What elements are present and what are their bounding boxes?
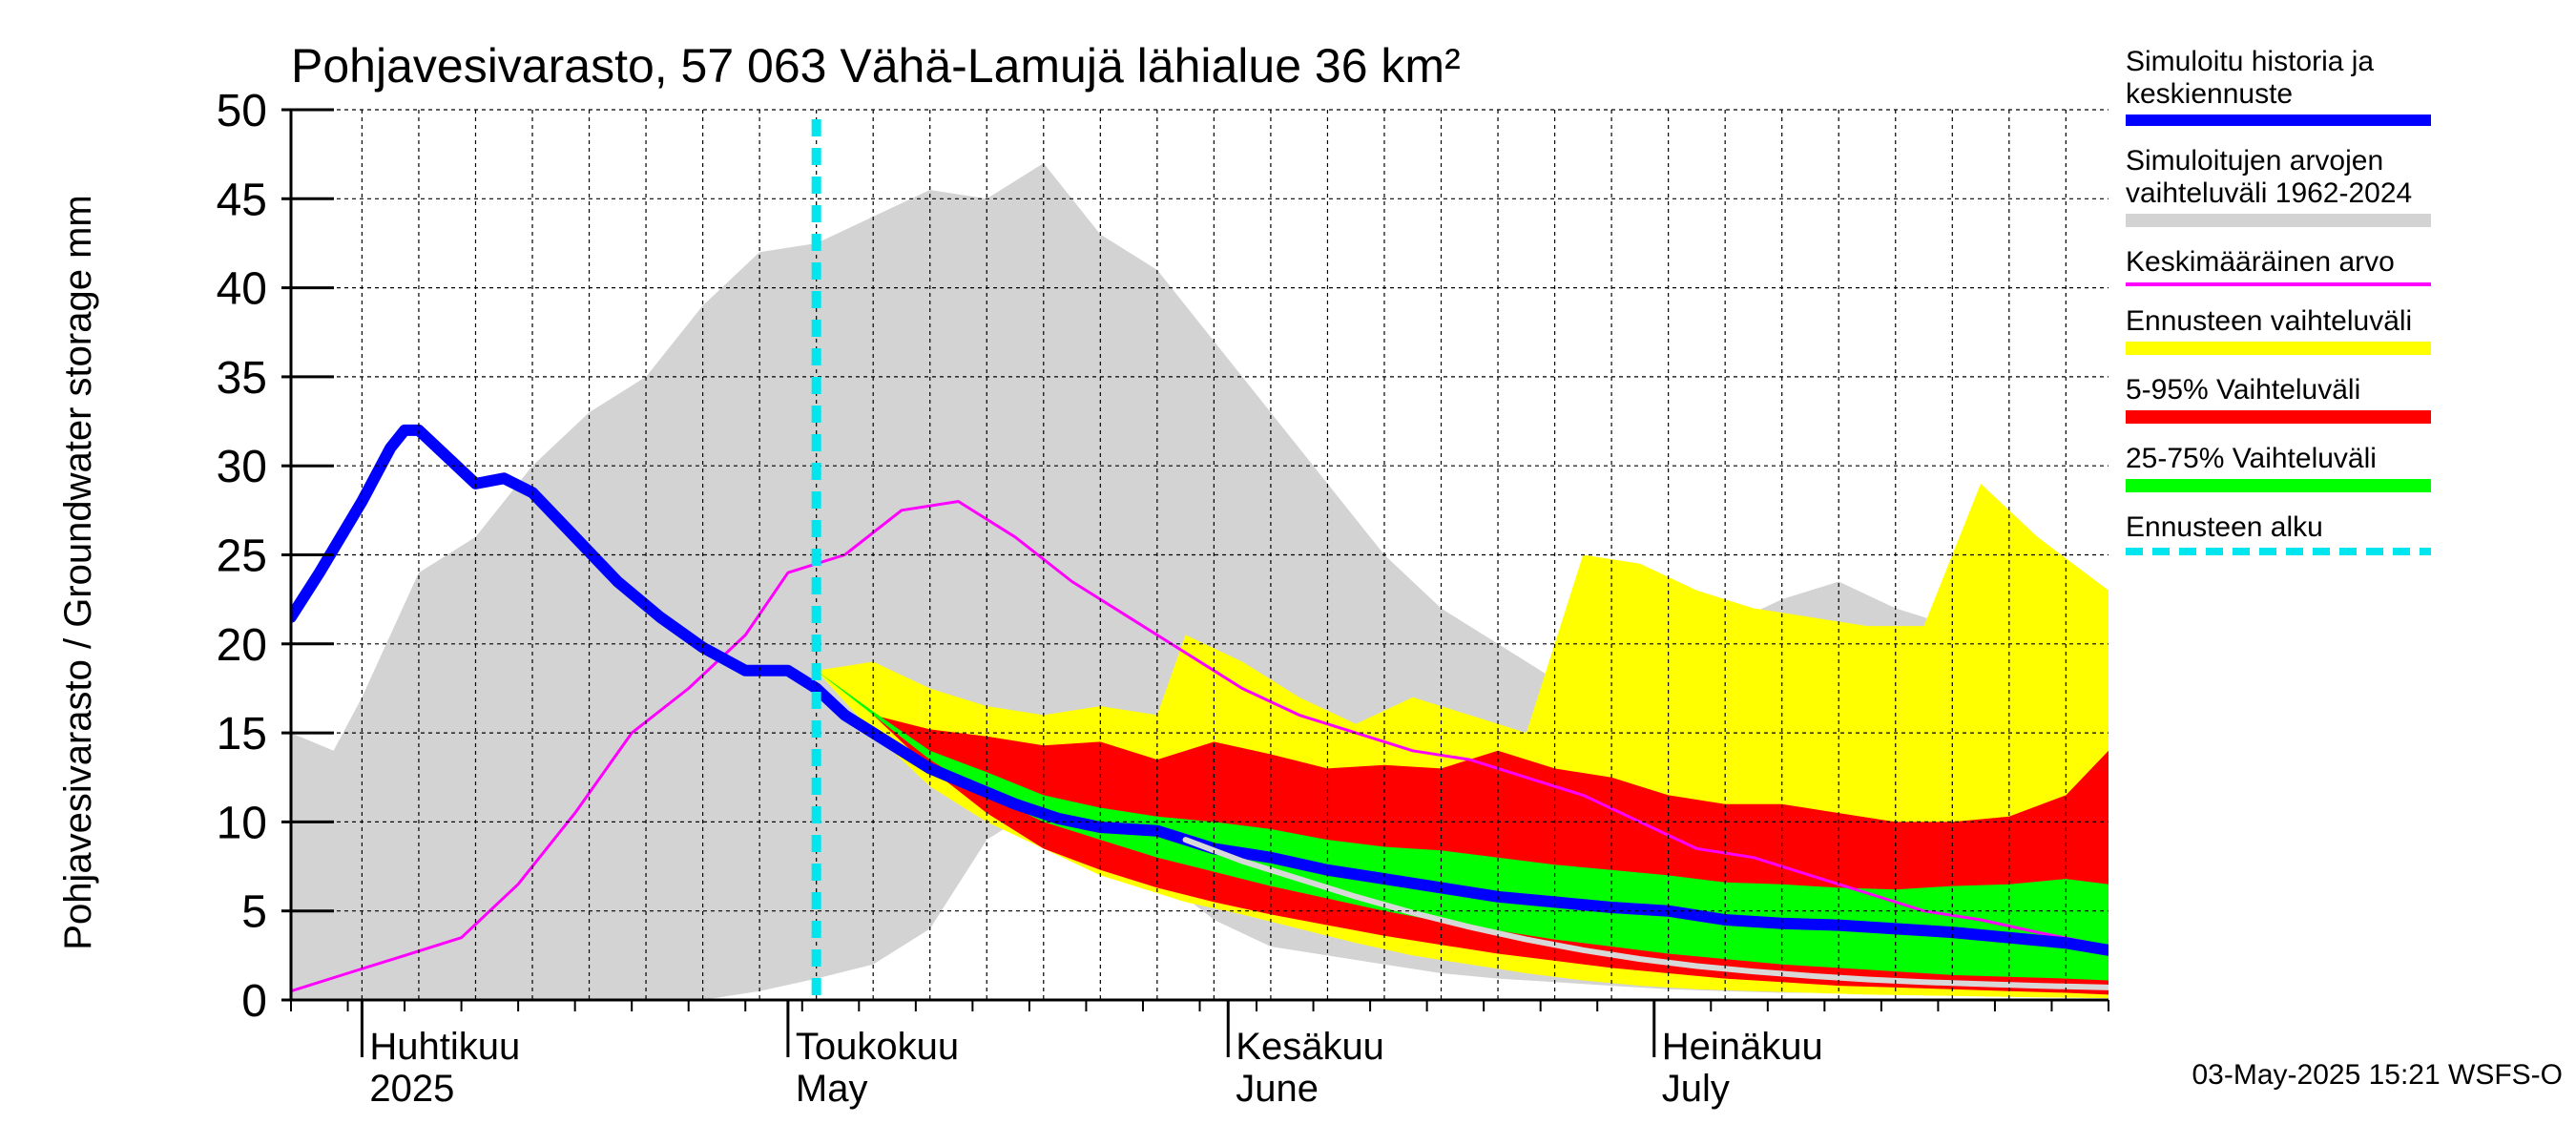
- legend-item: Simuloitu historia ja keskiennuste: [2126, 46, 2545, 126]
- legend-swatch: [2126, 410, 2431, 424]
- x-month-sublabel: July: [1662, 1068, 1730, 1110]
- legend-swatch: [2126, 548, 2431, 555]
- legend-swatch: [2126, 282, 2431, 286]
- y-tick-label: 25: [217, 531, 267, 582]
- y-tick-label: 35: [217, 353, 267, 404]
- legend-swatch: [2126, 214, 2431, 227]
- legend-item: 25-75% Vaihteluväli: [2126, 443, 2545, 492]
- y-tick-label: 40: [217, 264, 267, 315]
- plot-area: 05101520253035404550Huhtikuu2025Toukokuu…: [217, 86, 2109, 1110]
- y-tick-label: 0: [241, 976, 267, 1027]
- y-tick-label: 10: [217, 798, 267, 848]
- timestamp-footer: 03-May-2025 15:21 WSFS-O: [2192, 1059, 2564, 1091]
- legend-item: Simuloitujen arvojen vaihteluväli 1962-2…: [2126, 145, 2545, 227]
- series-layer: [291, 163, 2109, 1000]
- legend-label: 5-95% Vaihteluväli: [2126, 374, 2361, 406]
- x-month-label: Heinäkuu: [1662, 1026, 1823, 1068]
- x-month-sublabel: 2025: [369, 1068, 454, 1110]
- y-tick-label: 15: [217, 709, 267, 760]
- legend-item: Ennusteen vaihteluväli: [2126, 305, 2545, 355]
- legend-item: 5-95% Vaihteluväli: [2126, 374, 2545, 424]
- legend-label: Ennusteen vaihteluväli: [2126, 305, 2413, 337]
- legend-swatch: [2126, 114, 2431, 126]
- y-tick-label: 20: [217, 620, 267, 671]
- y-tick-label: 30: [217, 442, 267, 492]
- x-month-sublabel: June: [1236, 1068, 1319, 1110]
- series-line-2: [1182, 837, 2109, 990]
- x-month-label: Kesäkuu: [1236, 1026, 1384, 1068]
- series-line-1: [291, 424, 2109, 956]
- legend-label: Simuloitujen arvojen vaihteluväli 1962-2…: [2126, 145, 2413, 209]
- y-axis-label: Pohjavesivarasto / Groundwater storage m…: [57, 195, 99, 949]
- grid-lines: [291, 109, 2109, 1001]
- legend-label: Simuloitu historia ja keskiennuste: [2126, 46, 2375, 110]
- legend: Simuloitu historia ja keskiennuste Simulo…: [2126, 46, 2545, 574]
- legend-swatch: [2126, 342, 2431, 355]
- legend-label: 25-75% Vaihteluväli: [2126, 443, 2377, 474]
- legend-swatch: [2126, 479, 2431, 492]
- chart-title: Pohjavesivarasto, 57 063 Vähä-Lamujä läh…: [291, 39, 1461, 93]
- legend-item: Keskimääräinen arvo: [2126, 246, 2545, 286]
- x-month-label: Toukokuu: [796, 1026, 959, 1068]
- legend-label: Keskimääräinen arvo: [2126, 246, 2395, 278]
- x-month-sublabel: May: [796, 1068, 868, 1110]
- y-tick-label: 45: [217, 175, 267, 225]
- y-tick-label: 5: [241, 887, 267, 938]
- series-line-0: [291, 500, 2109, 993]
- band-3: [816, 670, 2109, 981]
- y-tick-label: 50: [217, 86, 267, 136]
- legend-item: Ennusteen alku: [2126, 511, 2545, 555]
- x-month-label: Huhtikuu: [369, 1026, 520, 1068]
- legend-label: Ennusteen alku: [2126, 511, 2323, 543]
